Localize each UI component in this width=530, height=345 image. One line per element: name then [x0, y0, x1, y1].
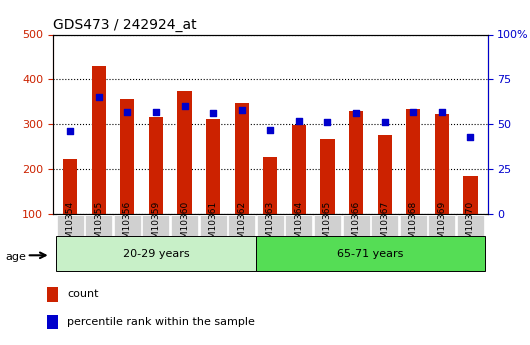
FancyBboxPatch shape	[428, 215, 455, 236]
Text: count: count	[67, 289, 99, 299]
Point	[123, 109, 131, 115]
Text: GSM10355: GSM10355	[94, 200, 103, 250]
Point	[237, 107, 246, 112]
Text: GSM10356: GSM10356	[123, 200, 132, 250]
Point	[409, 109, 418, 115]
Text: GSM10362: GSM10362	[237, 200, 246, 250]
Text: GSM10360: GSM10360	[180, 200, 189, 250]
Bar	[292, 125, 306, 214]
Bar	[56, 236, 256, 271]
Text: GSM10363: GSM10363	[266, 200, 275, 250]
Text: percentile rank within the sample: percentile rank within the sample	[67, 317, 255, 327]
FancyBboxPatch shape	[200, 215, 226, 236]
FancyBboxPatch shape	[400, 215, 427, 236]
Text: GSM10366: GSM10366	[351, 200, 360, 250]
FancyBboxPatch shape	[286, 215, 312, 236]
Text: 20-29 years: 20-29 years	[122, 249, 189, 258]
Text: GSM10359: GSM10359	[152, 200, 161, 250]
Text: GSM10370: GSM10370	[466, 200, 475, 250]
Point	[180, 104, 189, 109]
FancyBboxPatch shape	[143, 215, 170, 236]
Point	[466, 134, 475, 139]
Bar	[47, 287, 58, 302]
Text: GDS473 / 242924_at: GDS473 / 242924_at	[53, 18, 197, 32]
Text: GSM10367: GSM10367	[380, 200, 389, 250]
Text: GSM10361: GSM10361	[209, 200, 218, 250]
Point	[266, 127, 275, 132]
Point	[94, 95, 103, 100]
Text: GSM10354: GSM10354	[66, 200, 75, 250]
Point	[66, 129, 74, 134]
FancyBboxPatch shape	[228, 215, 255, 236]
FancyBboxPatch shape	[457, 215, 484, 236]
FancyBboxPatch shape	[314, 215, 341, 236]
Bar	[263, 157, 277, 214]
Bar	[463, 176, 478, 214]
Point	[438, 109, 446, 115]
Bar	[149, 117, 163, 214]
Bar	[63, 159, 77, 214]
Text: GSM10365: GSM10365	[323, 200, 332, 250]
FancyBboxPatch shape	[85, 215, 112, 236]
Text: GSM10368: GSM10368	[409, 200, 418, 250]
Bar	[47, 315, 58, 329]
Bar	[406, 108, 420, 214]
Bar	[349, 111, 363, 214]
Point	[323, 120, 332, 125]
Text: 65-71 years: 65-71 years	[337, 249, 403, 258]
Bar	[235, 103, 249, 214]
Point	[295, 118, 303, 124]
Point	[381, 120, 389, 125]
FancyBboxPatch shape	[342, 215, 369, 236]
Point	[209, 111, 217, 116]
Bar	[256, 236, 485, 271]
Bar	[178, 91, 192, 214]
FancyBboxPatch shape	[114, 215, 141, 236]
Text: GSM10364: GSM10364	[294, 200, 303, 250]
Bar	[206, 119, 220, 214]
FancyBboxPatch shape	[57, 215, 84, 236]
Bar	[435, 114, 449, 214]
Bar	[377, 135, 392, 214]
Bar	[92, 66, 106, 214]
FancyBboxPatch shape	[257, 215, 284, 236]
Point	[352, 111, 360, 116]
FancyBboxPatch shape	[371, 215, 398, 236]
FancyBboxPatch shape	[171, 215, 198, 236]
Bar	[320, 139, 334, 214]
Point	[152, 109, 160, 115]
Text: GSM10369: GSM10369	[437, 200, 446, 250]
Bar	[120, 99, 135, 214]
Text: age: age	[5, 252, 26, 262]
